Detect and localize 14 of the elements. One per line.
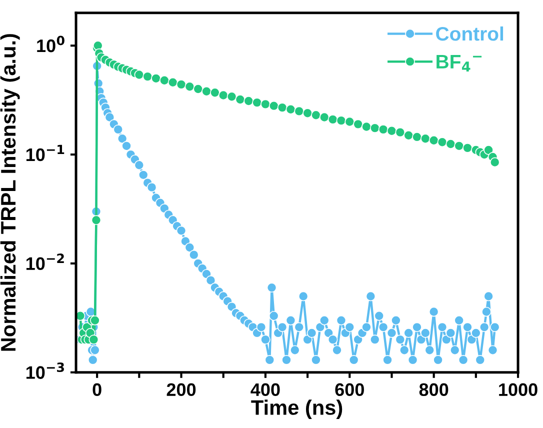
y-tick-label: 10$^{−3}$ bbox=[26, 362, 64, 379]
x-tick-label: 200 bbox=[166, 383, 196, 396]
y-axis-title: Normalized TRPL Intensity (a.u.) bbox=[0, 34, 20, 351]
legend-label: BF$_{4}$$^{−}$ bbox=[436, 54, 482, 72]
x-tick-label: 400 bbox=[250, 383, 280, 396]
x-tick-label: 600 bbox=[335, 383, 364, 396]
y-tick-label: 10$^{0}$ bbox=[37, 36, 64, 52]
x-tick-label: 800 bbox=[419, 383, 448, 396]
y-tick-label: 10$^{−2}$ bbox=[26, 254, 64, 270]
x-axis-title: Time (ns) bbox=[251, 400, 342, 420]
x-tick-label: 1000 bbox=[499, 383, 538, 396]
y-tick-label: 10$^{−1}$ bbox=[26, 144, 64, 162]
x-tick-label: 0 bbox=[92, 383, 102, 396]
legend-label: Control bbox=[436, 26, 504, 41]
